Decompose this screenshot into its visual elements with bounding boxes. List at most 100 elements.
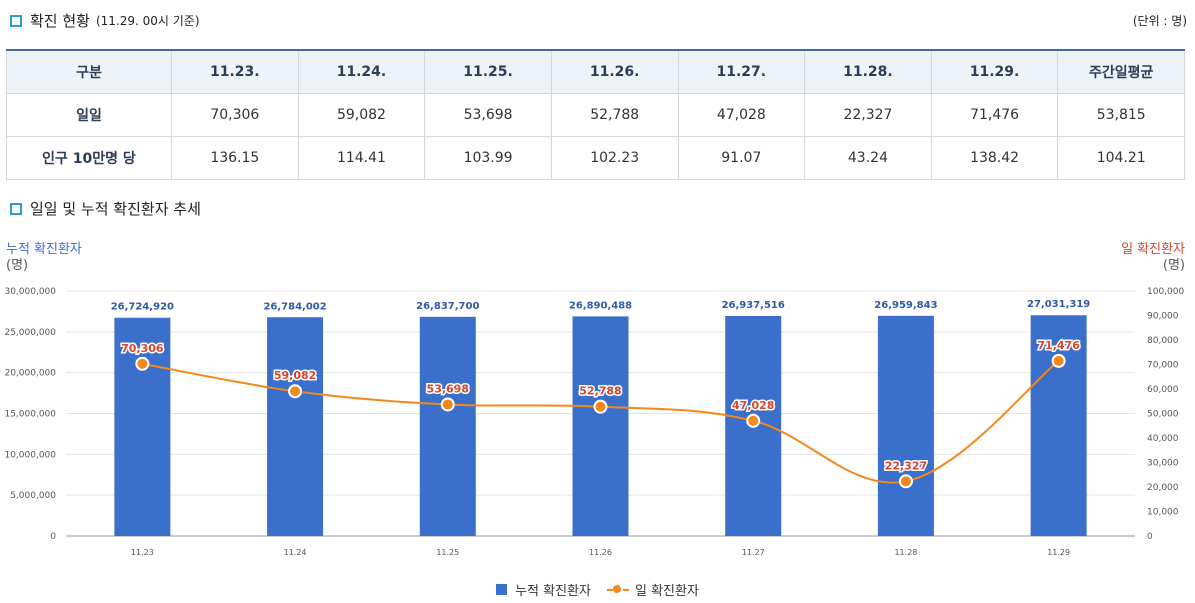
bar-cumulative — [1030, 315, 1087, 536]
table-cell: 103.99 — [424, 136, 552, 180]
section-trend-title: 일일 및 누적 확진환자 추세 — [30, 200, 201, 218]
table-header-cell: 11.25. — [424, 49, 552, 94]
bar-data-label: 26,959,843 — [874, 300, 937, 311]
line-point-daily — [593, 399, 608, 414]
section-status-title: 확진 현황 — [30, 12, 90, 30]
section-status-header: 확진 현황 (11.29. 00시 기준) — [10, 10, 200, 31]
table-cell: 53,698 — [424, 93, 552, 137]
table-header-cell: 11.29. — [930, 49, 1059, 94]
y-left-tick-label: 5,000,000 — [10, 491, 56, 501]
table-row-label: 인구 10만명 당 — [6, 136, 172, 180]
table-header-cell: 11.27. — [677, 49, 806, 94]
y-left-tick-label: 10,000,000 — [4, 450, 56, 460]
table-row: 인구 10만명 당 136.15 114.41 103.99 102.23 91… — [6, 136, 1185, 180]
bar-cumulative — [267, 317, 324, 536]
line-data-label: 52,788 — [579, 385, 621, 398]
legend-bar-swatch-icon — [496, 584, 508, 595]
section-status-subtitle: (11.29. 00시 기준) — [95, 14, 200, 28]
bar-cumulative — [114, 317, 171, 536]
right-axis-unit: (명) — [1162, 258, 1185, 273]
bar-cumulative — [877, 315, 934, 536]
square-bullet-icon — [10, 202, 22, 215]
section-trend-header: 일일 및 누적 확진환자 추세 — [10, 198, 201, 219]
line-data-label: 53,698 — [427, 382, 469, 395]
line-data-label: 47,028 — [732, 399, 774, 412]
table-header-cell: 11.26. — [550, 49, 679, 94]
y-right-tick-label: 70,000 — [1147, 361, 1179, 371]
table-header-cell: 구분 — [6, 49, 172, 94]
y-right-tick-label: 40,000 — [1147, 434, 1179, 444]
line-point-daily — [288, 384, 303, 399]
table-cell: 138.42 — [930, 136, 1059, 180]
y-right-tick-label: 10,000 — [1147, 508, 1179, 518]
table-cell: 59,082 — [297, 93, 426, 137]
line-data-label: 71,476 — [1037, 339, 1080, 352]
y-left-tick-label: 0 — [50, 532, 56, 542]
y-right-tick-label: 80,000 — [1147, 336, 1179, 346]
legend-label: 누적 확진환자 — [515, 584, 591, 599]
left-axis-title: 누적 확진환자 (명) — [6, 242, 82, 274]
x-tick-label: 11.23 — [131, 548, 154, 557]
y-right-tick-label: 0 — [1147, 532, 1153, 542]
line-point-daily — [1051, 353, 1066, 368]
table-cell: 102.23 — [550, 136, 679, 180]
table-cell: 104.21 — [1057, 136, 1185, 180]
line-point-daily — [135, 356, 150, 371]
square-bullet-icon — [10, 14, 22, 27]
x-tick-label: 11.28 — [894, 548, 917, 557]
y-right-tick-label: 60,000 — [1147, 385, 1179, 395]
line-data-label: 59,082 — [274, 369, 316, 382]
line-data-label: 22,327 — [885, 459, 927, 472]
table-cell: 52,788 — [550, 93, 679, 137]
right-axis-title: 일 확진환자 (명) — [1121, 242, 1185, 274]
table-cell: 70,306 — [171, 93, 299, 137]
y-right-tick-label: 100,000 — [1147, 287, 1184, 297]
bar-data-label: 26,724,920 — [111, 302, 174, 313]
legend-item-cumulative[interactable]: 누적 확진환자 — [496, 580, 591, 599]
y-left-tick-label: 15,000,000 — [4, 410, 56, 420]
table-cell: 71,476 — [930, 93, 1059, 137]
table-header-cell: 11.23. — [171, 49, 299, 94]
x-tick-label: 11.25 — [436, 548, 459, 557]
table-header-cell: 11.28. — [804, 49, 932, 94]
bar-cumulative — [419, 316, 476, 536]
bar-cumulative — [572, 316, 629, 536]
y-left-tick-label: 30,000,000 — [4, 287, 56, 297]
legend-label: 일 확진환자 — [634, 584, 699, 599]
table-row-label: 일일 — [6, 93, 172, 137]
left-axis-title-text: 누적 확진환자 — [6, 242, 82, 257]
y-right-tick-label: 20,000 — [1147, 483, 1179, 493]
y-right-tick-label: 90,000 — [1147, 312, 1179, 322]
table-cell: 43.24 — [804, 136, 932, 180]
x-tick-label: 11.27 — [742, 548, 765, 557]
x-tick-label: 11.29 — [1047, 548, 1070, 557]
table-cell: 22,327 — [804, 93, 932, 137]
table-cell: 91.07 — [677, 136, 806, 180]
table-header-cell: 주간일평균 — [1057, 49, 1185, 94]
left-axis-unit: (명) — [6, 258, 29, 273]
table-cell: 136.15 — [171, 136, 299, 180]
bar-data-label: 27,031,319 — [1027, 299, 1090, 310]
y-left-tick-label: 20,000,000 — [4, 369, 56, 379]
line-point-daily — [746, 413, 761, 428]
bar-data-label: 26,937,516 — [722, 300, 785, 311]
chart-legend: 누적 확진환자 일 확진환자 — [0, 580, 1195, 599]
table-cell: 53,815 — [1057, 93, 1185, 137]
line-data-label: 70,306 — [121, 342, 164, 355]
y-right-tick-label: 30,000 — [1147, 459, 1179, 469]
x-tick-label: 11.26 — [589, 548, 612, 557]
status-table: 구분 11.23. 11.24. 11.25. 11.26. 11.27. 11… — [6, 49, 1185, 180]
y-right-tick-label: 50,000 — [1147, 410, 1179, 420]
trend-chart: 0 5,000,000 10,000,000 15,000,000 20,000,000… — [4, 287, 1184, 557]
line-point-daily — [440, 397, 455, 412]
legend-line-marker-icon — [606, 584, 629, 595]
y-left-tick-label: 25,000,000 — [4, 328, 56, 338]
table-cell: 114.41 — [297, 136, 426, 180]
table-row: 일일 70,306 59,082 53,698 52,788 47,028 22… — [6, 93, 1185, 137]
right-axis-title-text: 일 확진환자 — [1121, 242, 1185, 257]
unit-label: (단위 : 명) — [1132, 14, 1187, 28]
bar-data-label: 26,837,700 — [416, 301, 479, 312]
table-header-cell: 11.24. — [297, 49, 426, 94]
line-point-daily — [898, 474, 913, 489]
legend-item-daily[interactable]: 일 확진환자 — [606, 580, 699, 599]
